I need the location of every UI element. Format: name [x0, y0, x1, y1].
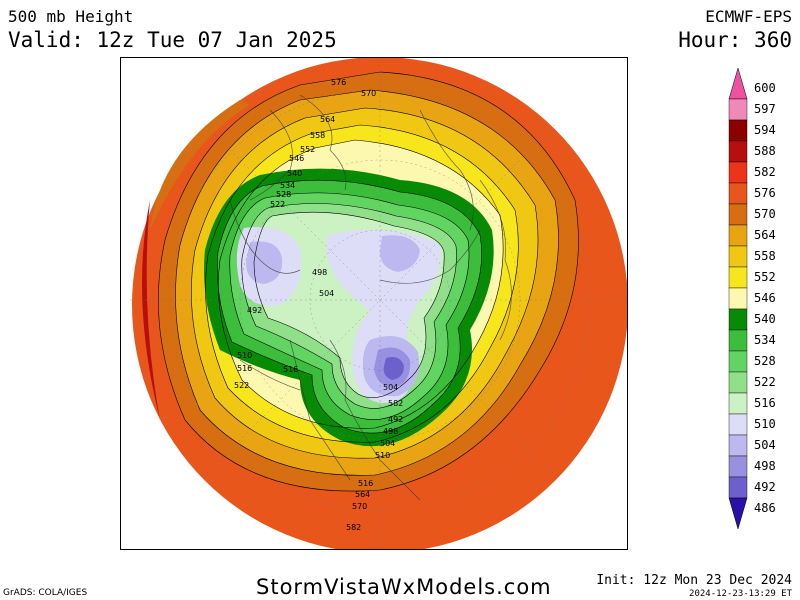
colorbar-cell: [728, 350, 748, 373]
colorbar-label: 597: [754, 102, 776, 116]
colorbar-label: 600: [754, 81, 776, 95]
contour-label-group: 576 570 564 558 552 546 540 534 528 522 …: [234, 78, 403, 532]
valid-time: Valid: 12z Tue 07 Jan 2025: [8, 28, 337, 52]
colorbar-label: 588: [754, 144, 776, 158]
contour-label: 540: [287, 169, 302, 178]
colorbar-label: 594: [754, 123, 776, 137]
colorbar-cell: [728, 119, 748, 142]
init-time: Init: 12z Mon 23 Dec 2024: [596, 573, 792, 588]
colorbar-cell: [728, 392, 748, 415]
height-field: 576 570 564 558 552 546 540 534 528 522 …: [130, 58, 627, 549]
contour-label: 510: [237, 351, 252, 360]
contour-label: 516: [283, 365, 298, 374]
contour-label: 492: [388, 415, 403, 424]
colorbar: 600 597 594 588 582 576 570 564 558 552 546 540 534 5…: [728, 67, 776, 530]
colorbar-top-arrow: [728, 67, 748, 100]
website-link[interactable]: StormVistaWxModels.com: [256, 575, 552, 599]
colorbar-cell: [728, 371, 748, 394]
map-frame: [120, 57, 628, 550]
colorbar-cell: [728, 455, 748, 478]
colorbar-cell: [728, 140, 748, 163]
contour-label: 534: [280, 181, 295, 190]
colorbar-label: 540: [754, 312, 776, 326]
contour-label: 504: [319, 289, 334, 298]
low-510-central: [326, 229, 441, 404]
colorbar-label: 570: [754, 207, 776, 221]
colorbar-cell: [728, 476, 748, 499]
contour-label: 522: [234, 381, 249, 390]
graticule: [130, 60, 627, 549]
contour-label: 570: [352, 502, 367, 511]
colorbar-cell: [728, 413, 748, 436]
forecast-hour: Hour: 360: [678, 28, 792, 52]
contour-label: 498: [383, 427, 398, 436]
grads-credit: GrADS: COLA/IGES: [3, 588, 88, 598]
colorbar-cell: [728, 434, 748, 457]
colorbar-cell: [728, 224, 748, 247]
contour-label: 576: [331, 78, 346, 87]
contour-label: 546: [289, 154, 304, 163]
contour-label: 516: [237, 364, 252, 373]
colorbar-label: 546: [754, 291, 776, 305]
contour-label: 528: [276, 190, 291, 199]
model-name: ECMWF-EPS: [705, 7, 792, 26]
contour-label: 570: [361, 89, 376, 98]
contour-label: 492: [247, 306, 262, 315]
contour-label: 516: [358, 479, 373, 488]
colorbar-label: 582: [754, 165, 776, 179]
colorbar-label: 564: [754, 228, 776, 242]
colorbar-label: 558: [754, 249, 776, 263]
low-504-west: [246, 241, 283, 284]
colorbar-label: 510: [754, 417, 776, 431]
contour-label: 558: [310, 131, 325, 140]
generated-timestamp: 2024-12-23-13:29 ET: [689, 589, 792, 599]
colorbar-cell: [728, 266, 748, 289]
colorbar-label: 522: [754, 375, 776, 389]
colorbar-label: 528: [754, 354, 776, 368]
colorbar-label: 498: [754, 459, 776, 473]
band-588: [142, 200, 160, 420]
colorbar-label: 576: [754, 186, 776, 200]
colorbar-cell: [728, 98, 748, 121]
colorbar-cell: [728, 203, 748, 226]
contour-label: 510: [375, 451, 390, 460]
colorbar-cell: [728, 329, 748, 352]
colorbar-cell: [728, 161, 748, 184]
field-title: 500 mb Height: [8, 7, 134, 26]
contour-label: 564: [320, 115, 335, 124]
contour-label: 582: [346, 523, 361, 532]
contour-label: 498: [312, 268, 327, 277]
colorbar-cell: [728, 308, 748, 331]
colorbar-label: 516: [754, 396, 776, 410]
colorbar-label: 552: [754, 270, 776, 284]
contour-label: 564: [355, 490, 370, 499]
colorbar-bottom-arrow: [728, 497, 748, 530]
colorbar-cell: [728, 287, 748, 310]
contour-label: 552: [300, 145, 315, 154]
low-504-north: [380, 235, 420, 272]
colorbar-cell: [728, 182, 748, 205]
contour-label: 504: [383, 383, 398, 392]
colorbar-label: 504: [754, 438, 776, 452]
contour-label: 504: [380, 439, 395, 448]
colorbar-label: 486: [754, 501, 776, 515]
contour-label: 522: [270, 200, 285, 209]
colorbar-cell: [728, 245, 748, 268]
contour-label: 582: [388, 399, 403, 408]
colorbar-label: 534: [754, 333, 776, 347]
colorbar-label: 492: [754, 480, 776, 494]
coastlines: [229, 94, 512, 501]
